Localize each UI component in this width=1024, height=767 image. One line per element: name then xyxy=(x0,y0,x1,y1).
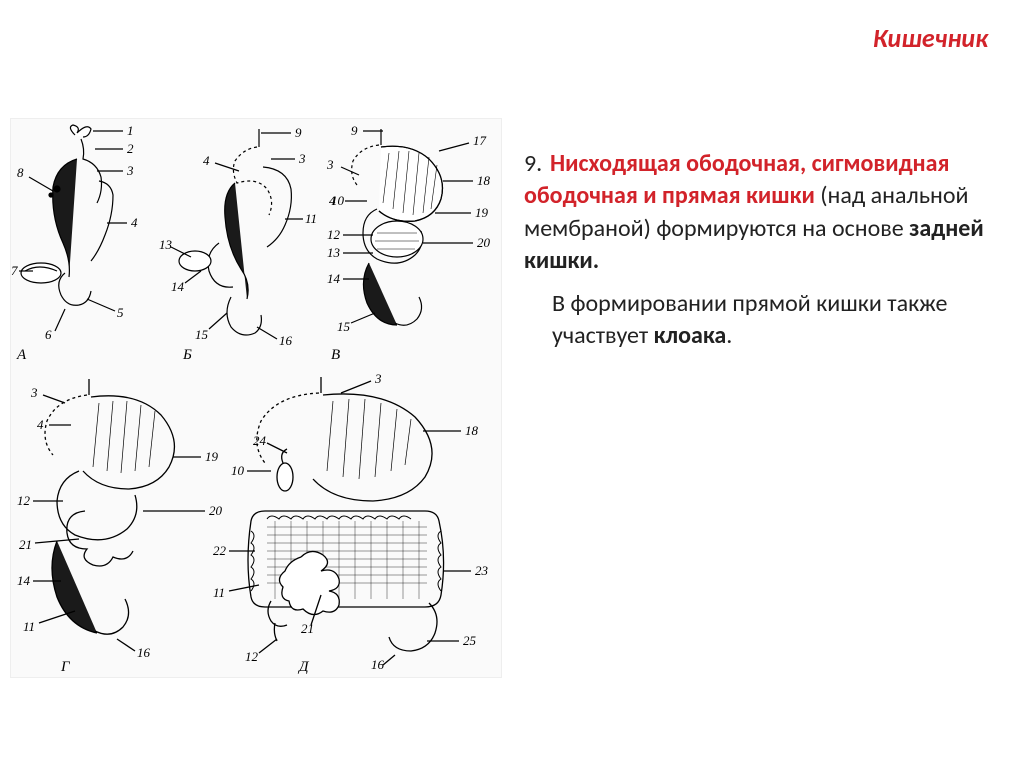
label-G-3: 3 xyxy=(31,385,38,401)
label-B-15: 15 xyxy=(195,327,208,343)
panel-letter-B: Б xyxy=(183,347,192,364)
p2-plain-a: В формировании прямой кишки также участв… xyxy=(552,289,947,350)
label-V-20: 20 xyxy=(477,235,490,251)
panel-D: 3 24 10 18 22 11 12 21 23 25 16 xyxy=(211,371,497,667)
label-A-2: 2 xyxy=(127,141,134,157)
label-A-8: 8 xyxy=(17,165,24,181)
label-A-3: 3 xyxy=(127,163,134,179)
list-number: 9. xyxy=(524,148,550,180)
panel-A: 1 2 3 4 5 6 7 8 xyxy=(15,123,153,353)
label-A-5: 5 xyxy=(117,305,124,321)
label-G-12: 12 xyxy=(17,493,30,509)
p2-bold: клоака xyxy=(654,321,727,350)
label-A-6: 6 xyxy=(45,327,52,343)
label-D-11: 11 xyxy=(213,585,225,601)
paragraph-2: В формировании прямой кишки также участв… xyxy=(524,288,994,353)
label-A-4: 4 xyxy=(131,215,138,231)
panel-letter-A: А xyxy=(17,347,26,364)
label-D-25: 25 xyxy=(463,633,476,649)
panel-B: 9 3 4 11 13 14 15 16 xyxy=(161,123,319,353)
body-text: 9.Нисходящая ободочная, сигмовидная обод… xyxy=(524,148,994,362)
label-V-18: 18 xyxy=(477,173,490,189)
p2-tail: . xyxy=(726,321,732,350)
label-D-22: 22 xyxy=(213,543,226,559)
label-V-19: 19 xyxy=(475,205,488,221)
label-G-16: 16 xyxy=(137,645,150,661)
label-V-14: 14 xyxy=(327,271,340,287)
panel-V: 9 17 3 18 10 19 4 12 20 13 14 15 xyxy=(323,123,499,353)
label-D-18: 18 xyxy=(465,423,478,439)
label-D-10: 10 xyxy=(231,463,244,479)
panel-letter-G: Г xyxy=(61,659,70,676)
title-text: Кишечник xyxy=(873,22,988,54)
label-G-21: 21 xyxy=(19,537,32,553)
anatomy-figure: 1 2 3 4 5 6 7 8 А xyxy=(10,118,502,678)
label-B-9: 9 xyxy=(295,125,302,141)
label-B-16: 16 xyxy=(279,333,292,349)
label-V-12: 12 xyxy=(327,227,340,243)
label-B-13: 13 xyxy=(159,237,172,253)
label-G-11: 11 xyxy=(23,619,35,635)
panel-letter-V: В xyxy=(331,347,340,364)
label-G-14: 14 xyxy=(17,573,30,589)
label-V-13: 13 xyxy=(327,245,340,261)
label-D-3: 3 xyxy=(375,371,382,387)
label-D-21: 21 xyxy=(301,621,314,637)
label-D-24: 24 xyxy=(253,433,266,449)
label-V-15: 15 xyxy=(337,319,350,335)
label-B-14: 14 xyxy=(171,279,184,295)
label-V-9: 9 xyxy=(351,123,358,139)
label-V-3: 3 xyxy=(327,157,334,173)
paragraph-1: 9.Нисходящая ободочная, сигмовидная обод… xyxy=(524,148,994,278)
label-D-23: 23 xyxy=(475,563,488,579)
label-B-3: 3 xyxy=(299,151,306,167)
panel-letter-D: Д xyxy=(299,659,309,676)
label-D-12: 12 xyxy=(245,649,258,665)
label-D-16: 16 xyxy=(371,657,384,673)
label-B-11: 11 xyxy=(305,211,317,227)
label-A-7: 7 xyxy=(11,263,18,279)
label-V-17: 17 xyxy=(473,133,486,149)
label-B-4: 4 xyxy=(203,153,210,169)
label-V-4: 4 xyxy=(329,193,336,209)
page-title: Кишечник xyxy=(873,22,988,54)
label-G-4: 4 xyxy=(37,417,44,433)
label-A-1: 1 xyxy=(127,123,134,139)
panel-G: 3 4 19 20 12 21 14 11 16 xyxy=(15,371,233,667)
